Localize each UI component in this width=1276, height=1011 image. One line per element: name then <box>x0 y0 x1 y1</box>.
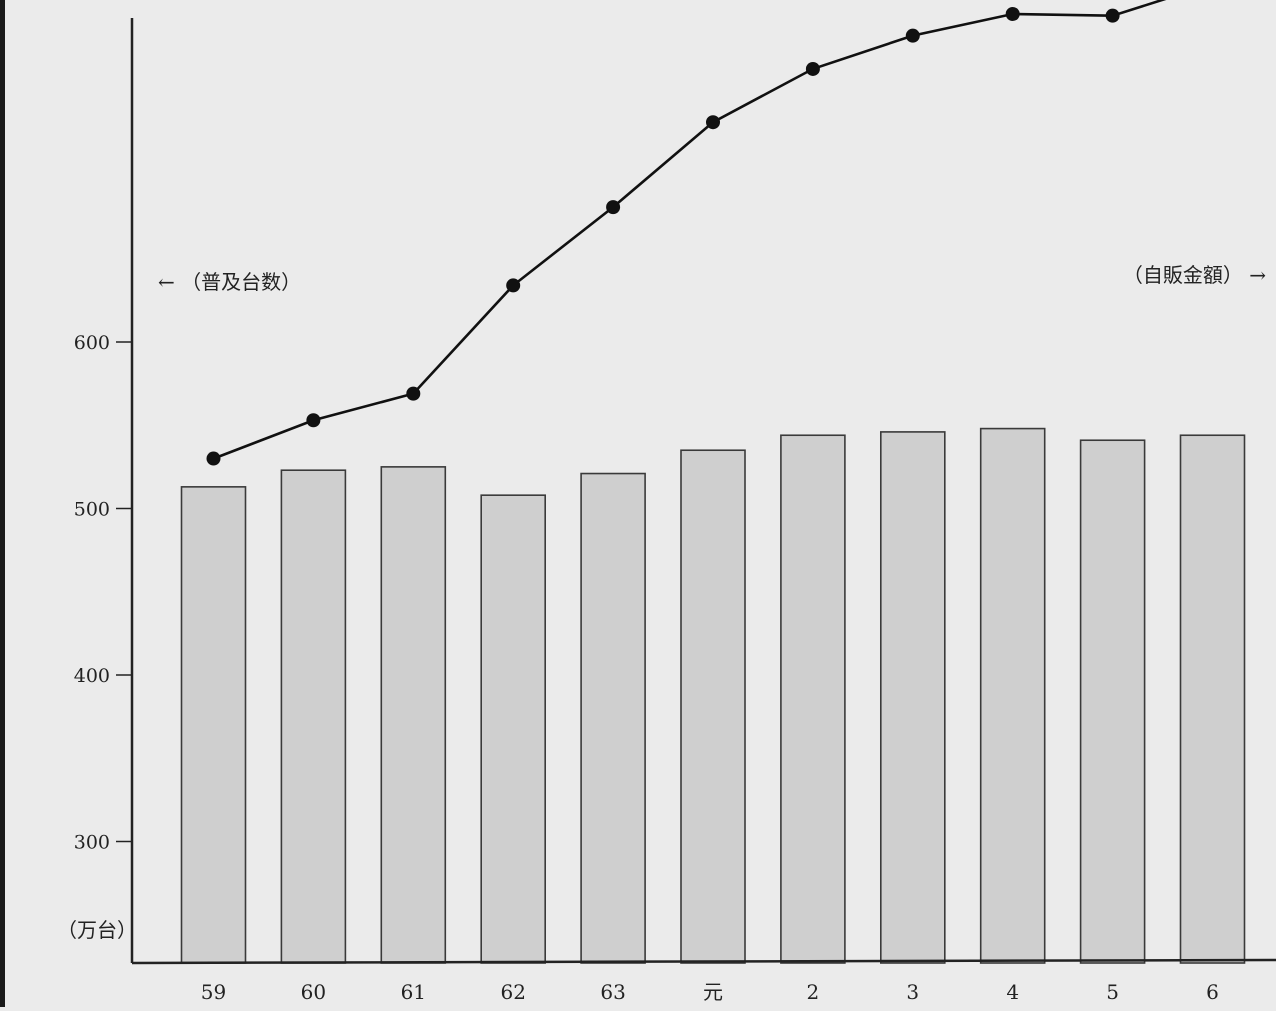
x-tick-label-5: 5 <box>1106 980 1119 1004</box>
line-point-62 <box>506 278 520 292</box>
bar-6 <box>1181 435 1245 963</box>
x-tick-label-62: 62 <box>500 980 525 1004</box>
bar-4 <box>981 429 1045 963</box>
y-ticks: 300 400 500 600 <box>74 332 132 854</box>
line-point-63 <box>606 200 620 214</box>
line-point-4 <box>1006 7 1020 21</box>
page-edge <box>0 0 5 1007</box>
line-point-61 <box>406 387 420 401</box>
x-tick-label-59: 59 <box>201 980 226 1004</box>
line-series-path <box>214 0 1276 459</box>
bar-61 <box>381 467 445 963</box>
bar-60 <box>281 470 345 963</box>
bar-3 <box>881 432 945 963</box>
left-axis-label: ← （普及台数） <box>158 270 301 294</box>
line-point-5 <box>1106 9 1120 23</box>
line-point-59 <box>207 452 221 466</box>
y-tick-label-300: 300 <box>74 832 110 854</box>
x-tick-labels: 59 60 61 62 63 元 2 3 4 5 6 <box>201 980 1219 1004</box>
x-tick-label-3: 3 <box>906 980 919 1004</box>
x-tick-label-6: 6 <box>1206 980 1219 1004</box>
bar-59 <box>182 487 246 963</box>
x-tick-label-4: 4 <box>1006 980 1019 1004</box>
bar-2 <box>781 435 845 963</box>
line-point-60 <box>306 413 320 427</box>
x-tick-label-60: 60 <box>301 980 326 1004</box>
bar-5 <box>1081 440 1145 963</box>
bar-62 <box>481 495 545 963</box>
line-point-3 <box>906 29 920 43</box>
y-tick-label-600: 600 <box>74 332 110 354</box>
y-unit-label: （万台） <box>57 918 137 942</box>
bars-layer <box>182 429 1245 963</box>
y-tick-label-400: 400 <box>74 665 110 687</box>
x-tick-label-63: 63 <box>600 980 625 1004</box>
line-layer <box>207 0 1276 466</box>
y-tick-label-500: 500 <box>74 499 110 521</box>
right-axis-label: （自販金額） → <box>1123 263 1266 287</box>
line-point-元 <box>706 115 720 129</box>
x-tick-label-元: 元 <box>703 980 723 1004</box>
bar-63 <box>581 474 645 963</box>
bar-元 <box>681 450 745 963</box>
line-point-2 <box>806 62 820 76</box>
x-tick-label-61: 61 <box>401 980 426 1004</box>
x-tick-label-2: 2 <box>807 980 820 1004</box>
